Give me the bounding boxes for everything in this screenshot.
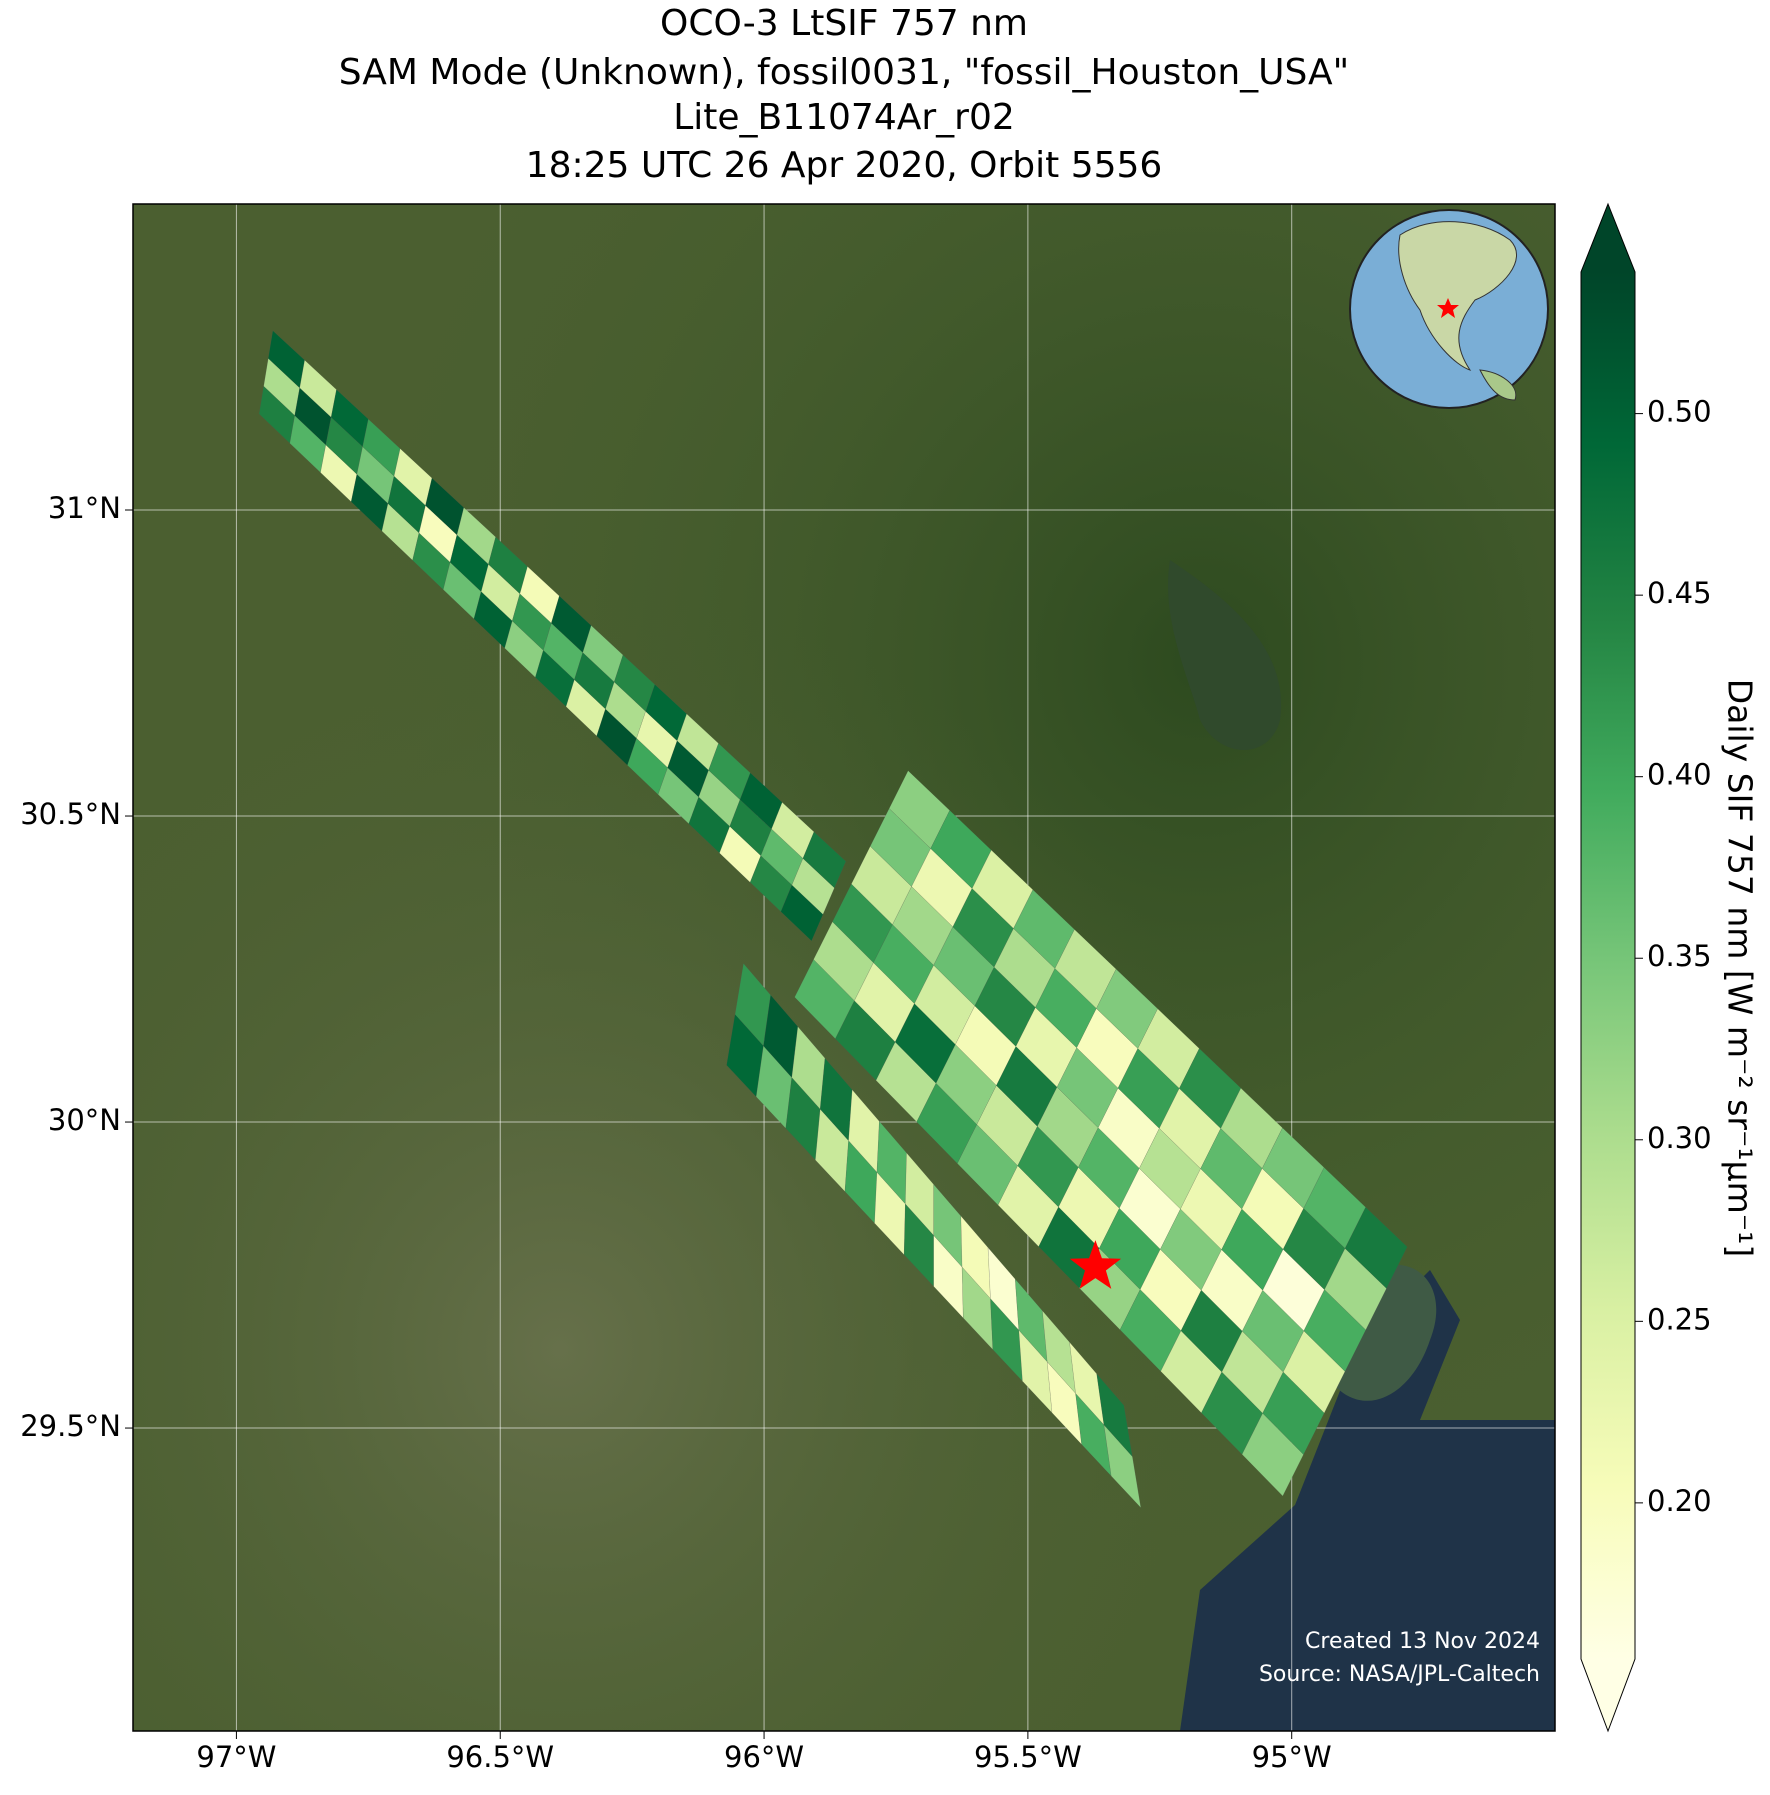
colorbar-tick-label: 0.50 (1647, 395, 1712, 429)
chart-title: SAM Mode (Unknown), fossil0031, "fossil_… (339, 52, 1349, 93)
x-tick-label: 95°W (1252, 1740, 1332, 1774)
colorbar-outline (1580, 202, 1636, 1733)
annotation: Source: NASA/JPL-Caltech (1259, 1662, 1540, 1687)
x-tick-label: 96°W (724, 1740, 804, 1774)
sif-cell (1344, 1206, 1408, 1289)
chart-title: OCO-3 LtSIF 757 nm (660, 3, 1028, 44)
annotation: Created 13 Nov 2024 (1305, 1629, 1540, 1654)
swaths (258, 330, 1408, 1509)
chart-title: 18:25 UTC 26 Apr 2020, Orbit 5556 (526, 145, 1163, 186)
sif-cell (1096, 1373, 1133, 1457)
labels: OCO-3 LtSIF 757 nm SAM Mode (Unknown), fo… (20, 3, 1759, 1774)
colorbar-extend-max (1581, 204, 1635, 272)
colorbar-tick-label: 0.25 (1647, 1302, 1712, 1336)
colorbar-tick-label: 0.30 (1647, 1121, 1712, 1155)
colorbar (1581, 272, 1635, 1659)
colorbar-tick-label: 0.45 (1647, 576, 1712, 610)
y-tick-label: 29.5°N (20, 1409, 121, 1443)
globe-inset (1349, 209, 1549, 409)
x-tick-label: 95.5°W (974, 1740, 1082, 1774)
x-tick-label: 97°W (196, 1740, 276, 1774)
sif-cell (802, 831, 847, 889)
target-marker (1069, 1240, 1122, 1289)
colorbar-tick-label: 0.40 (1647, 758, 1712, 792)
x-tick-label: 96.5°W (446, 1740, 554, 1774)
y-tick-label: 30.5°N (20, 797, 121, 831)
colorbar-tick-label: 0.20 (1647, 1484, 1712, 1518)
colorbar-tick-label: 0.35 (1647, 939, 1712, 973)
colorbar-label: Daily SIF 757 nm [W m⁻² sr⁻¹μm⁻¹] (1721, 679, 1760, 1258)
chart-title: Lite_B11074Ar_r02 (673, 97, 1015, 138)
colorbar-extend-min (1581, 1659, 1635, 1731)
y-tick-label: 30°N (48, 1103, 121, 1137)
map-frame (132, 203, 1556, 1732)
y-tick-label: 31°N (48, 491, 121, 525)
